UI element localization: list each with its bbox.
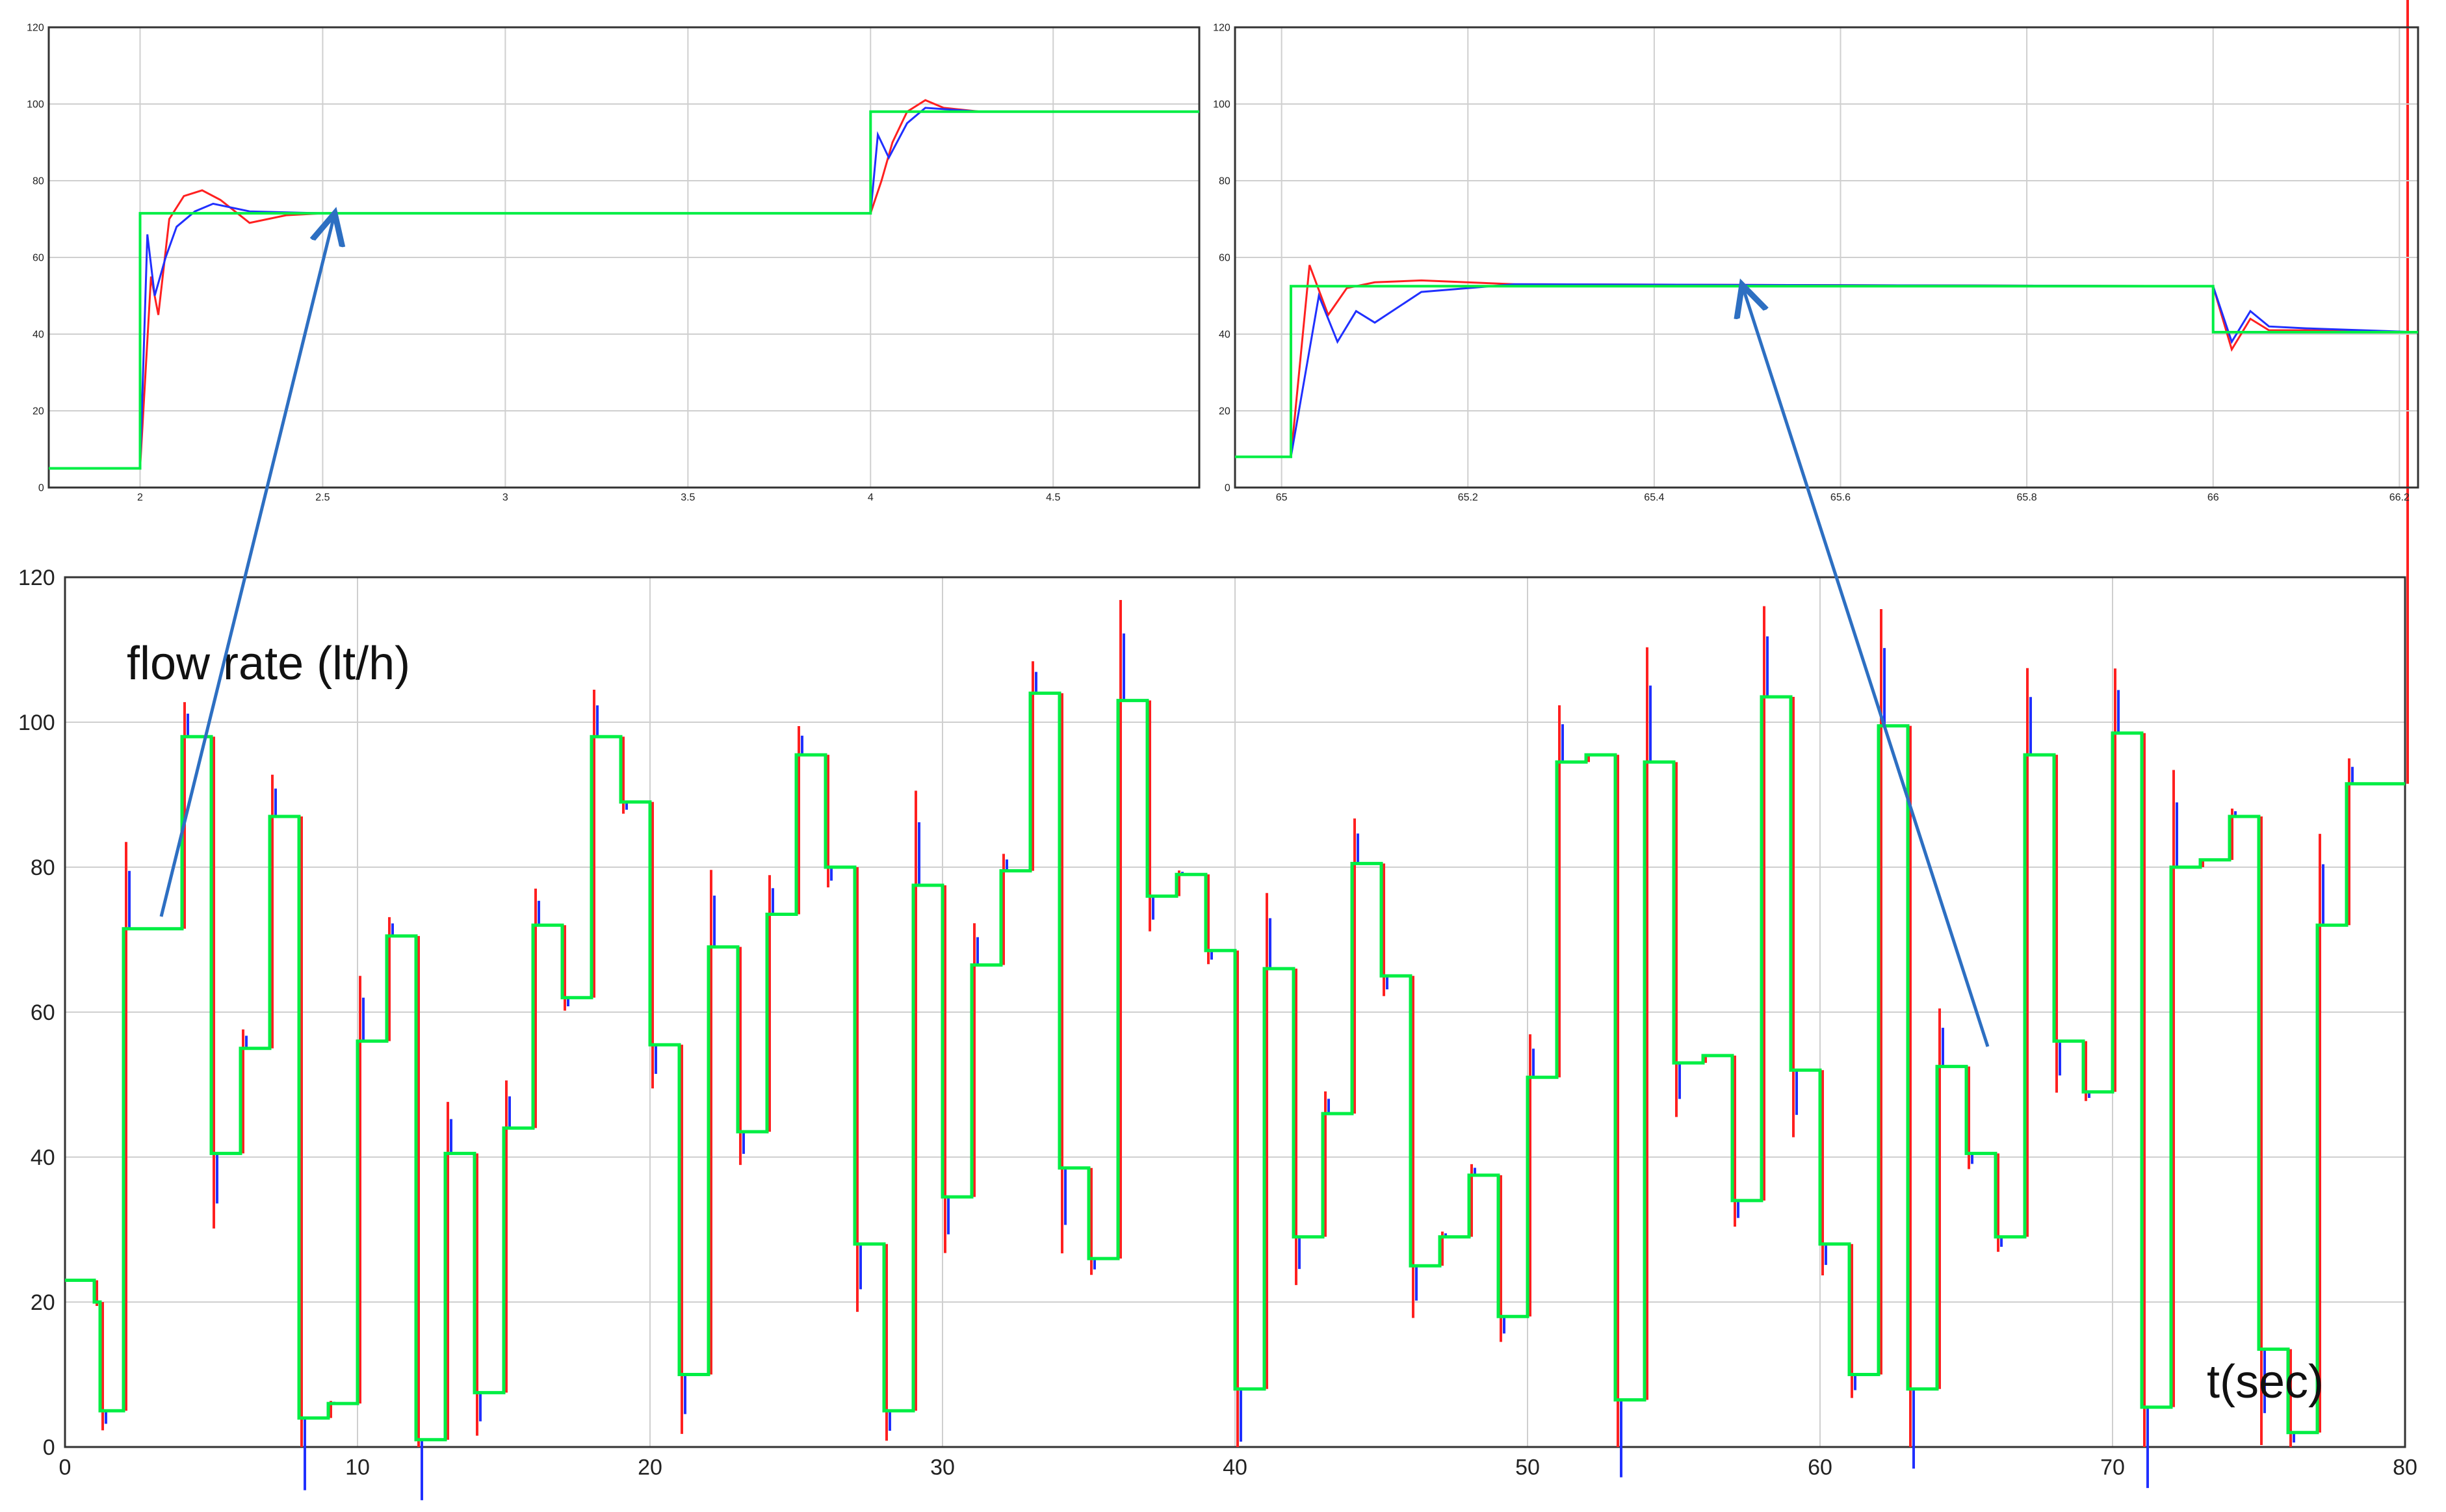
main-plot-frame [64, 576, 2406, 1448]
main-x-tick-label: 20 [638, 1455, 662, 1480]
main-y-tick-label: 0 [43, 1435, 55, 1460]
zoom-right-response-red-line [1235, 265, 2419, 458]
zoom-left-x-tick-label: 4.5 [1046, 492, 1060, 503]
zoom-left-response-red-line [49, 99, 1199, 469]
callout-arrow-right [1742, 285, 1990, 1047]
zoom-right-y-tick-label: 40 [1219, 330, 1230, 341]
zoom-right-x-tick-label: 65.6 [1830, 492, 1851, 503]
main-reference-line [65, 691, 2405, 1442]
zoom-right-x-tick-label: 65.4 [1644, 492, 1664, 503]
zoom-right-x-tick-label: 65.8 [2017, 492, 2037, 503]
zoom-right-y-tick-label: 60 [1219, 253, 1230, 264]
zoom-right-x-tick-label: 66 [2207, 492, 2219, 503]
main-x-tick-label: 40 [1223, 1455, 1247, 1480]
zoom-left-y-tick-label: 60 [33, 253, 44, 264]
zoom-left-y-tick-label: 0 [38, 483, 44, 494]
zoom-left-x-tick-label: 3 [502, 492, 508, 503]
zoom-left-reference-line [49, 110, 1199, 470]
zoom-right-plot-frame [1234, 26, 2419, 489]
zoom-left-y-tick-label: 100 [27, 99, 44, 111]
zoom-left-y-tick-label: 120 [27, 23, 44, 34]
zoom-left-x-tick-label: 3.5 [681, 492, 695, 503]
zoom-left-x-tick-label: 4 [868, 492, 874, 503]
main-x-tick-label: 80 [2393, 1455, 2417, 1480]
zoom-left-plot-frame [47, 26, 1201, 489]
main-x-tick-label: 0 [59, 1455, 72, 1480]
zoom-left-y-tick-label: 40 [33, 330, 44, 341]
main-y-tick-label: 120 [18, 566, 55, 590]
zoom-left-response-blue-line [49, 107, 1199, 469]
zoom-right-x-tick-label: 65.2 [1458, 492, 1478, 503]
zoom-right-response-blue-line [1235, 283, 2419, 458]
main-reference-series [65, 0, 2409, 1500]
main-x-tick-label: 10 [345, 1455, 370, 1480]
zoom-right-tick-labels: 65 65.2 65.4 65.6 65.8 66 66.2 0 20 40 60 80 100 120 [1213, 23, 2410, 503]
zoom-left-chart: 2 2.5 3 3.5 4 4.5 0 20 40 60 80 100 120 [27, 23, 1201, 503]
main-x-axis-label: t(sec) [2207, 1356, 2324, 1408]
main-y-tick-label: 100 [18, 710, 55, 735]
zoom-left-y-tick-label: 80 [33, 176, 44, 187]
zoom-left-y-tick-label: 20 [33, 406, 44, 417]
zoom-right-y-tick-label: 120 [1213, 23, 1230, 34]
main-x-tick-label: 30 [930, 1455, 955, 1480]
zoom-right-y-tick-label: 80 [1219, 176, 1230, 187]
zoom-left-tick-labels: 2 2.5 3 3.5 4 4.5 0 20 40 60 80 100 120 [27, 23, 1060, 503]
zoom-right-y-tick-label: 100 [1213, 99, 1230, 111]
main-y-tick-label: 60 [31, 1000, 55, 1025]
main-x-tick-label: 60 [1808, 1455, 1832, 1480]
zoom-right-y-tick-label: 0 [1225, 483, 1230, 494]
zoom-left-x-tick-label: 2.5 [315, 492, 330, 503]
zoom-right-x-tick-label: 66.2 [2389, 492, 2410, 503]
main-x-tick-label: 70 [2100, 1455, 2125, 1480]
main-tick-labels: 0 10 20 30 40 50 60 70 80 0 20 40 60 80 100 120 [18, 566, 2417, 1480]
main-y-tick-label: 80 [31, 855, 55, 880]
main-x-tick-label: 50 [1515, 1455, 1540, 1480]
zoom-right-chart: 65 65.2 65.4 65.6 65.8 66 66.2 0 20 40 60 80 100 120 [1213, 23, 2419, 503]
main-y-axis-label: flow rate (lt/h) [127, 638, 410, 690]
callout-arrow-left [159, 213, 335, 917]
zoom-left-series [49, 99, 1199, 470]
zoom-right-x-tick-label: 65 [1276, 492, 1288, 503]
main-y-tick-label: 40 [31, 1145, 55, 1170]
main-y-tick-label: 20 [31, 1290, 55, 1315]
zoom-left-x-tick-label: 2 [137, 492, 143, 503]
zoom-right-y-tick-label: 20 [1219, 406, 1230, 417]
